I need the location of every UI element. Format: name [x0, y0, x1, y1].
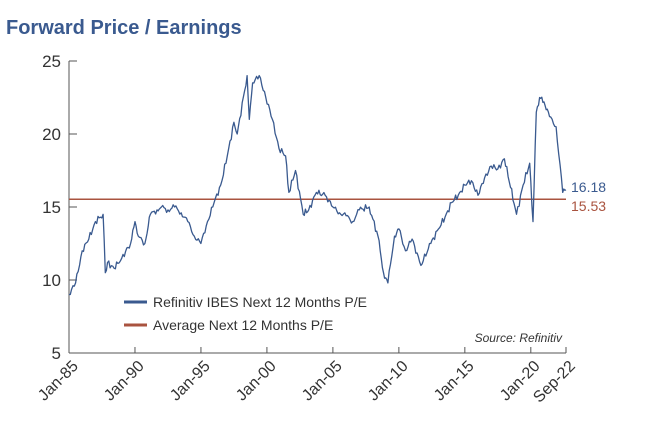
y-tick-label: 15 — [42, 198, 61, 217]
x-tick-label: Jan-85 — [35, 358, 82, 405]
y-ticks: 5 10 15 20 25 — [42, 52, 77, 363]
x-tick-label: Jan-10 — [365, 358, 412, 405]
average-value-label: 15.53 — [571, 198, 606, 214]
chart-title: Forward Price / Earnings — [6, 17, 242, 39]
legend-label-average: Average Next 12 Months P/E — [153, 317, 333, 333]
x-tick-label: Jan-90 — [101, 358, 148, 405]
x-tick-label: Jan-95 — [167, 358, 214, 405]
y-tick-label: 25 — [42, 52, 61, 71]
x-tick-label: Jan-15 — [431, 358, 478, 405]
x-ticks: Jan-85 Jan-90 Jan-95 Jan-00 Jan-05 Jan-10 Jan-… — [35, 347, 579, 406]
y-tick-label: 20 — [42, 125, 61, 144]
x-tick-label: Jan-00 — [233, 358, 280, 405]
x-tick-label: Jan-05 — [299, 358, 346, 405]
legend: Refinitiv IBES Next 12 Months P/E Averag… — [124, 294, 367, 333]
legend-label-pe: Refinitiv IBES Next 12 Months P/E — [153, 294, 367, 310]
series-layer — [68, 74, 567, 296]
source-note: Source: Refinitiv — [475, 331, 563, 345]
series-line-pe — [68, 74, 567, 296]
y-tick-label: 10 — [42, 271, 61, 290]
y-tick-label: 5 — [52, 344, 61, 363]
last-value-label: 16.18 — [571, 179, 606, 195]
